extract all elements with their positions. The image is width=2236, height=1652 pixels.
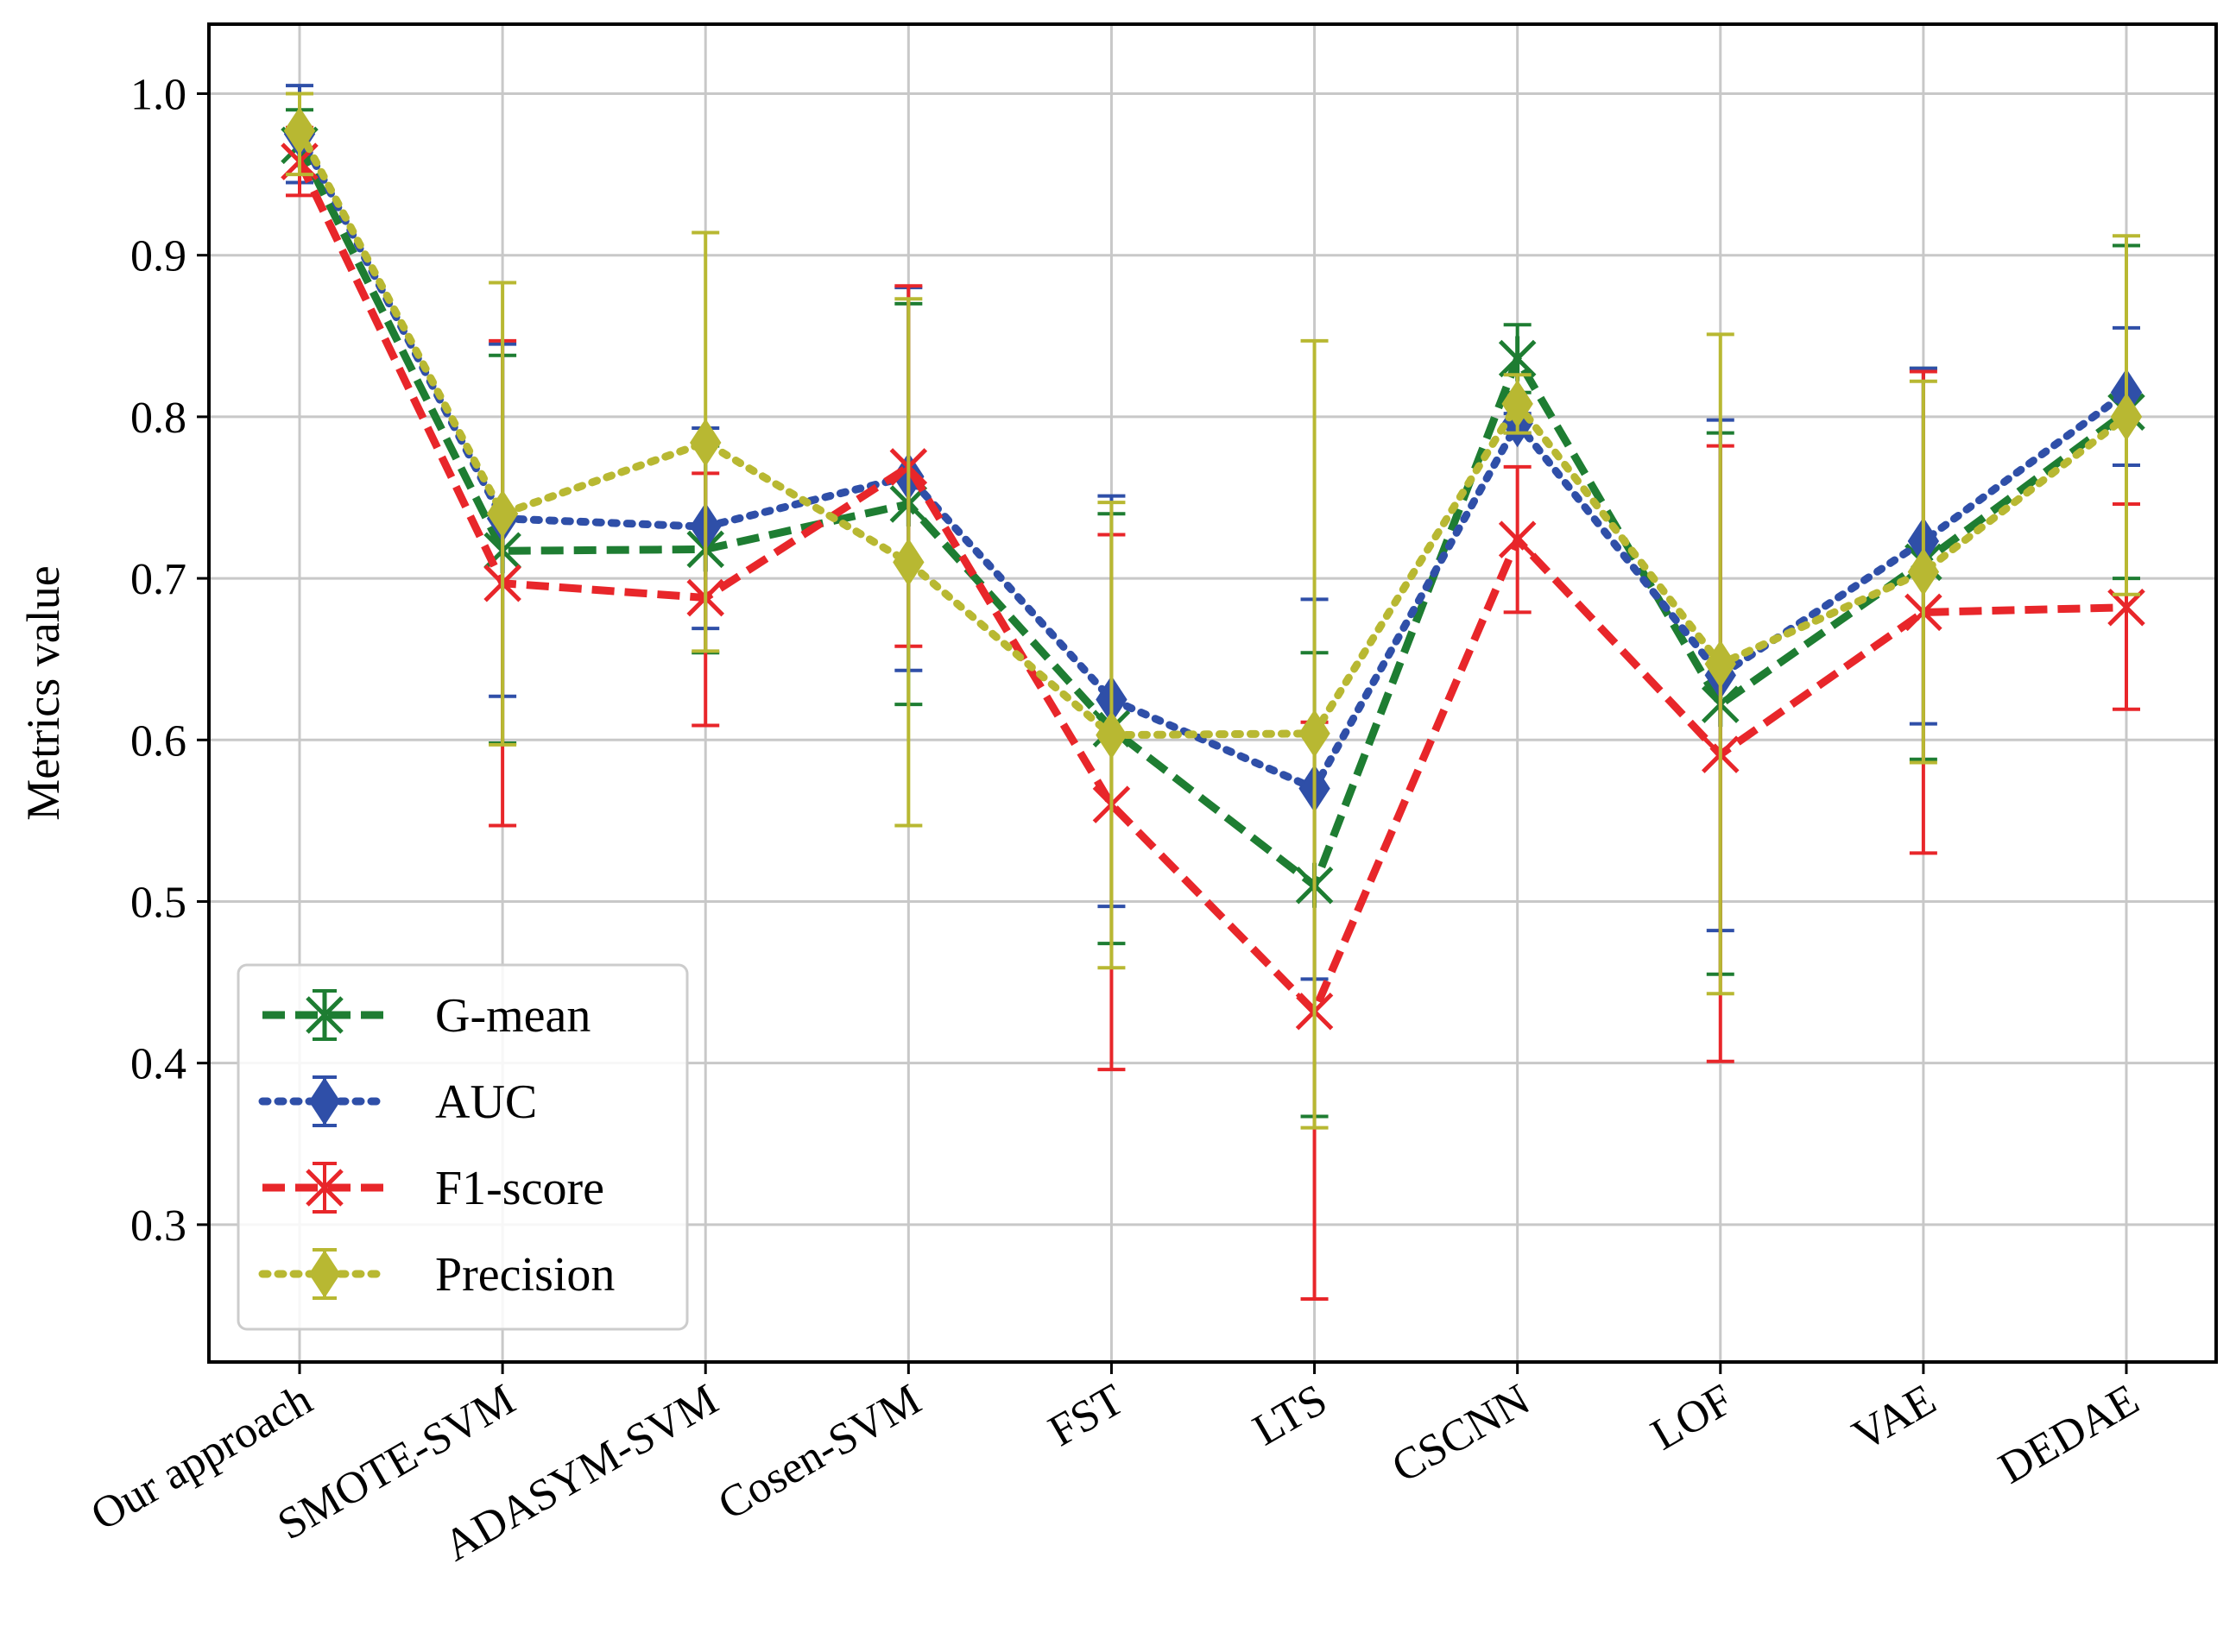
y-tick-label: 0.8 (130, 394, 186, 443)
legend-item-auc: AUC (258, 1075, 537, 1129)
legend: G-mean AUC F1-score Precision (237, 963, 689, 1331)
data-point-precision (1501, 380, 1533, 428)
y-tick-label: 0.4 (130, 1040, 186, 1089)
series-layer (281, 84, 2145, 1301)
y-tick-label: 0.3 (130, 1201, 186, 1251)
y-tick-label: 0.5 (130, 878, 186, 927)
legend-item-g-mean: G-mean (262, 989, 591, 1043)
legend-box (237, 963, 689, 1331)
data-point-precision (1096, 710, 1127, 760)
series-precision (283, 91, 2143, 1130)
series-line-precision (295, 127, 2131, 740)
data-point-precision (893, 538, 925, 587)
y-axis-label: Metrics value (17, 565, 69, 820)
legend-marker (308, 1250, 341, 1298)
legend-item-f1-score: F1-score (262, 1162, 604, 1215)
y-tick-label: 0.6 (130, 716, 186, 766)
data-point-precision (2110, 393, 2143, 441)
data-point-precision (1907, 547, 1940, 596)
legend-marker (306, 1169, 344, 1207)
legend-marker (308, 1077, 341, 1126)
data-point-precision (1704, 640, 1736, 689)
y-tick-label: 0.7 (130, 555, 186, 604)
series-line-auc (295, 129, 2131, 792)
data-point-precision (283, 106, 316, 155)
data-point-precision (690, 419, 722, 467)
y-tick-label: 1.0 (130, 70, 186, 119)
legend-marker (306, 993, 344, 1037)
legend-item-precision: Precision (258, 1248, 615, 1302)
data-point-precision (1298, 709, 1330, 758)
legend-label: F1-score (435, 1162, 604, 1215)
legend-label: G-mean (435, 989, 591, 1043)
series-line-f1-score (295, 160, 2127, 1016)
legend-label: AUC (435, 1075, 537, 1129)
y-tick-label: 0.9 (130, 232, 186, 281)
plot-frame (207, 22, 2218, 1364)
legend-label: Precision (435, 1248, 615, 1302)
series-line-g-mean (295, 143, 2129, 890)
data-point-f1-score (1498, 520, 1537, 558)
data-point-precision (486, 489, 519, 539)
